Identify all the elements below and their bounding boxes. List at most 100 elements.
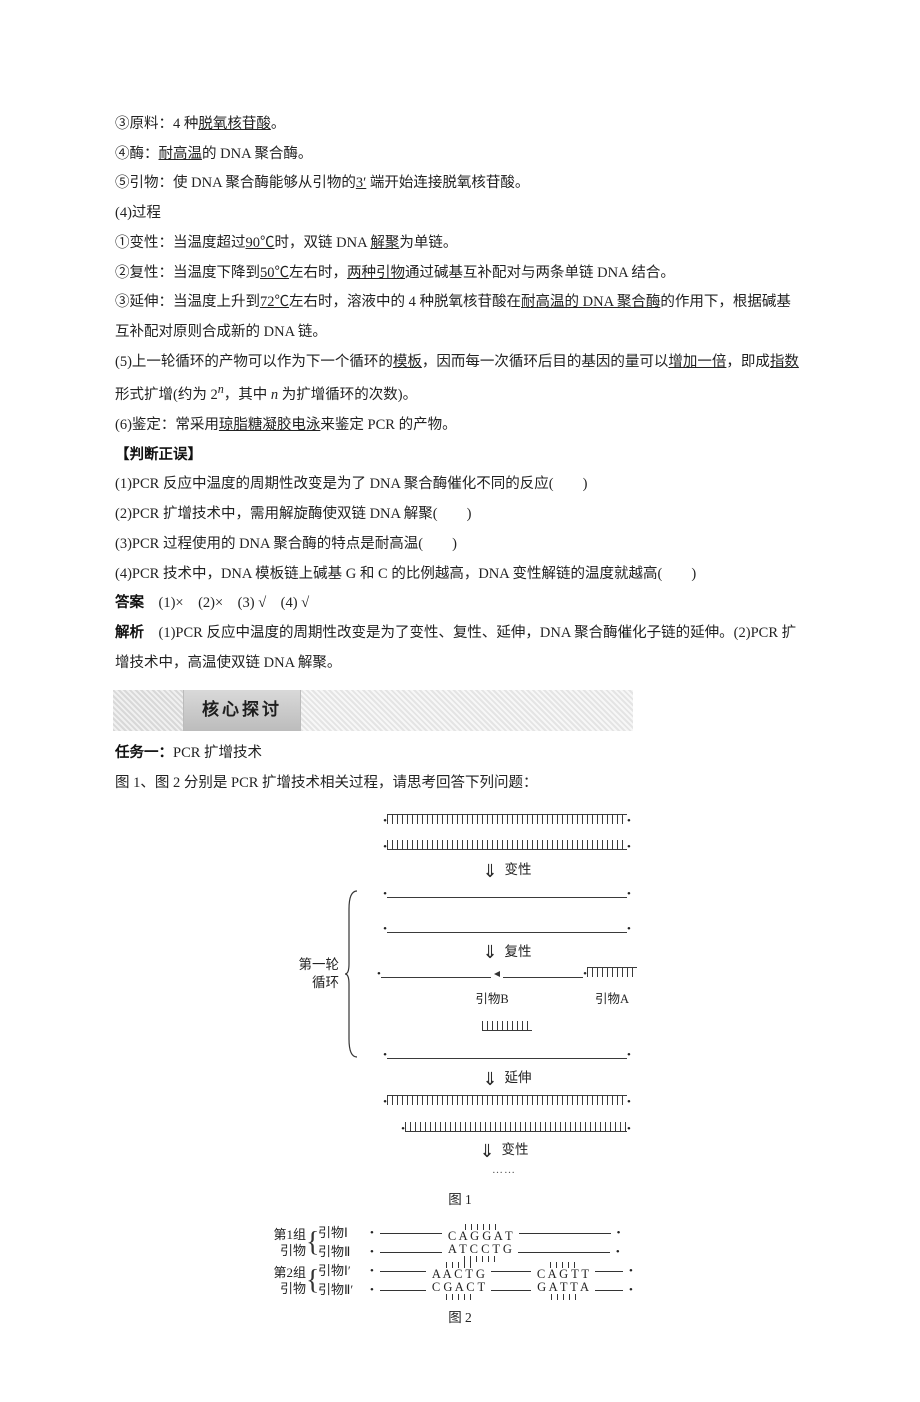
p3-ul: 脱氧核苷酸	[198, 116, 271, 132]
fig1-bot-strand	[387, 840, 627, 850]
explain-label: 解析	[115, 625, 144, 641]
p5-post: 端开始连接脱氧核苷酸。	[366, 175, 529, 191]
task1-title-line: 任务一：PCR 扩增技术	[115, 739, 805, 769]
fig1-arrow-extend: 延伸	[482, 1069, 531, 1087]
para-enzyme: ④酶：耐高温的 DNA 聚合酶。	[115, 140, 805, 170]
fig1-ss1: ••	[383, 880, 631, 907]
fig1-cycle-label: 第一轮 循环	[265, 956, 345, 992]
down-arrow-icon	[482, 943, 497, 959]
p3-post: 。	[271, 116, 286, 132]
para-identify: (6)鉴定：常采用琼脂糖凝胶电泳来鉴定 PCR 的产物。	[115, 411, 805, 441]
answer-label: 答案	[115, 595, 144, 611]
p10-ul2: 增加一倍	[668, 354, 726, 370]
p10-mid1: ，因而每一次循环后目的基因的量可以	[422, 354, 669, 370]
p9-ul2: 耐高温的 DNA 聚合酶	[521, 294, 660, 310]
fig1-ellipsis: ……	[353, 1159, 655, 1182]
fig1-caption: 图 1	[448, 1186, 472, 1214]
fig1-arrow-anneal: 复性	[482, 942, 531, 960]
p7-ul1: 90℃	[246, 235, 275, 251]
fig1-ext: •• ••	[383, 1088, 631, 1141]
explain-body: (1)PCR 反应中温度的周期性改变是为了变性、复性、延伸，DNA 聚合酶催化子…	[115, 625, 796, 671]
para-process-head: (4)过程	[115, 199, 805, 229]
p5-pre: ⑤引物：使 DNA 聚合酶能够从引物的	[115, 175, 356, 191]
p10-pre: (5)上一轮循环的产物可以作为下一个循环的	[115, 354, 393, 370]
p8-ul1: 50℃	[260, 265, 289, 281]
p9-pre: ③延伸：当温度上升到	[115, 294, 260, 310]
fig1-steps: •• •• 变性 •• •• 复性 • • 引物B	[359, 807, 655, 1141]
fig1-arrow-denature2: 变性	[353, 1141, 655, 1159]
para-material: ③原料：4 种脱氧核苷酸。	[115, 110, 805, 140]
p10-postb: ，其中	[224, 387, 271, 403]
p8-post: 通过碱基互补配对与两条单链 DNA 结合。	[405, 265, 675, 281]
p10-postc: 为扩增循环的次数)。	[278, 387, 417, 403]
brace-icon: {	[306, 1272, 316, 1289]
fig1-brace-icon	[345, 889, 359, 1059]
fig2-seq1b: A T C C T G	[448, 1243, 512, 1262]
p9-mid: 左右时，溶液中的 4 种脱氧核苷酸在	[289, 294, 521, 310]
fig1-primerB: 引物B	[475, 987, 508, 1013]
down-arrow-icon	[482, 862, 497, 878]
p4-ul: 耐高温	[159, 146, 203, 162]
p3-pre: ③原料：4 种	[115, 116, 198, 132]
banner-title: 核心探讨	[183, 690, 301, 731]
p11-pre: (6)鉴定：常采用	[115, 417, 219, 433]
fig1-top-strand	[387, 814, 627, 824]
fig2-r2b: 引物Ⅱ′ • C G A C T G A T T A •	[318, 1281, 633, 1299]
left-arrow-icon	[494, 971, 500, 977]
p7-pre: ①变性：当温度超过	[115, 235, 246, 251]
p7-mid: 时，双链 DNA	[275, 235, 371, 251]
fig1-arrow-denature: 变性	[482, 861, 531, 879]
down-arrow-icon	[479, 1142, 494, 1158]
answer-line: 答案 (1)× (2)× (3) √ (4) √	[115, 589, 805, 619]
fig2-g2-label: 第2组 引物	[260, 1265, 306, 1298]
fig1-primer-row: • • 引物B 引物A	[377, 961, 637, 1012]
fig1-primerA-bar	[587, 967, 637, 977]
p5-ul: 3′	[356, 175, 366, 191]
task1-label: 任务一：	[115, 745, 173, 761]
p10-posta: 形式扩增(约为 2	[115, 387, 218, 403]
p8-mid: 左右时，	[289, 265, 347, 281]
judge-title: 【判断正误】	[115, 441, 805, 471]
explain-line: 解析 (1)PCR 反应中温度的周期性改变是为了变性、复性、延伸，DNA 聚合酶…	[115, 619, 805, 678]
fig2-r2b-label: 引物Ⅱ′	[318, 1277, 364, 1304]
brace-icon: {	[306, 1234, 316, 1251]
down-arrow-icon	[482, 1070, 497, 1086]
fig2-seq2b2: G A T T A	[537, 1281, 589, 1300]
p9-ul1: 72℃	[260, 294, 289, 310]
banner-hatch-left	[113, 690, 183, 731]
p11-post: 来鉴定 PCR 的产物。	[320, 417, 456, 433]
fig2-seq2a2: C A G T T	[537, 1262, 589, 1281]
para-cycle: (5)上一轮循环的产物可以作为下一个循环的模板，因而每一次循环后目的基因的量可以…	[115, 348, 805, 411]
p11-ul: 琼脂糖凝胶电泳	[219, 417, 321, 433]
fig2-seq2a1: A A C T G	[432, 1262, 485, 1281]
p4-pre: ④酶：	[115, 146, 159, 162]
section-banner: 核心探讨	[113, 690, 633, 731]
figure-1: 第一轮 循环 •• •• 变性 ••	[115, 807, 805, 1342]
para-extend: ③延伸：当温度上升到72℃左右时，溶液中的 4 种脱氧核苷酸在耐高温的 DNA …	[115, 288, 805, 347]
fig1-cycle-l1: 第一轮	[265, 956, 339, 974]
judge-q4: (4)PCR 技术中，DNA 模板链上碱基 G 和 C 的比例越高，DNA 变性…	[115, 560, 805, 590]
fig1-primer-row2	[482, 1014, 532, 1041]
answer-body: (1)× (2)× (3) √ (4) √	[144, 595, 309, 611]
task1-intro: 图 1、图 2 分别是 PCR 扩增技术相关过程，请思考回答下列问题：	[115, 769, 805, 799]
banner-hatch-right	[301, 690, 633, 731]
fig1-primerA: 引物A	[595, 987, 629, 1013]
figure-2: 第1组 引物 { 引物Ⅰ • C A G G A T • 引物Ⅱ •	[260, 1223, 660, 1300]
fig2-r2a: 引物Ⅰ′ • A A C T G C A G T T •	[318, 1262, 633, 1280]
judge-q1: (1)PCR 反应中温度的周期性改变是为了 DNA 聚合酶催化不同的反应( )	[115, 470, 805, 500]
para-primer: ⑤引物：使 DNA 聚合酶能够从引物的3′ 端开始连接脱氧核苷酸。	[115, 169, 805, 199]
p8-ul2: 两种引物	[347, 265, 405, 281]
fig1-dsdna: •• ••	[383, 807, 631, 860]
p10-ul3: 指数	[770, 354, 799, 370]
judge-q2: (2)PCR 扩增技术中，需用解旋酶使双链 DNA 解聚( )	[115, 500, 805, 530]
fig2-caption: 图 2	[448, 1304, 472, 1332]
para-anneal: ②复性：当温度下降到50℃左右时，两种引物通过碱基互补配对与两条单链 DNA 结…	[115, 259, 805, 289]
p8-pre: ②复性：当温度下降到	[115, 265, 260, 281]
p4-post: 的 DNA 聚合酶。	[202, 146, 312, 162]
p10-ul1: 模板	[393, 354, 422, 370]
judge-q3: (3)PCR 过程使用的 DNA 聚合酶的特点是耐高温( )	[115, 530, 805, 560]
para-denature: ①变性：当温度超过90℃时，双链 DNA 解聚为单链。	[115, 229, 805, 259]
p7-post: 为单链。	[399, 235, 457, 251]
fig2-g1-label: 第1组 引物	[260, 1227, 306, 1260]
task1-title: PCR 扩增技术	[173, 745, 262, 761]
